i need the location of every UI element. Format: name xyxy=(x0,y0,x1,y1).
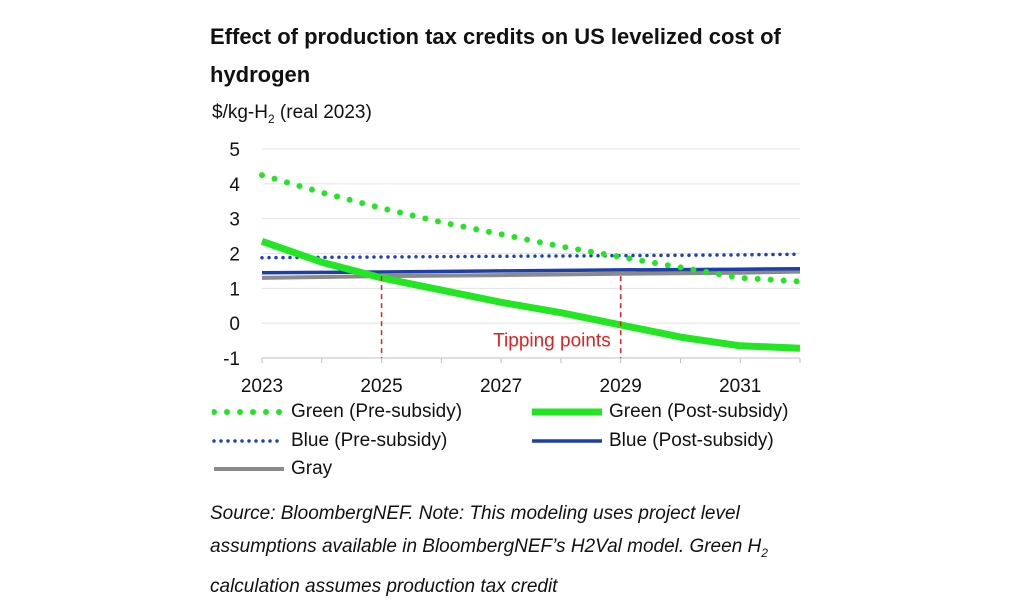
y-tick-label: 2 xyxy=(229,245,240,266)
legend-swatch-green-post xyxy=(532,408,602,416)
legend-swatch-blue-pre xyxy=(212,439,286,443)
legend-swatch-blue-post xyxy=(532,439,602,443)
source-text-end: calculation assumes production tax credi… xyxy=(210,575,558,597)
unit-suffix: (real 2023) xyxy=(274,102,372,123)
series-line-blue-pre-subsidy xyxy=(260,252,802,260)
legend-label: Gray xyxy=(291,458,333,479)
legend-label: Blue (Pre-subsidy) xyxy=(291,430,448,451)
y-tick-label: 0 xyxy=(229,314,240,335)
x-tick-label: 2025 xyxy=(360,376,402,397)
x-tick-label: 2031 xyxy=(719,376,761,397)
source-note: Source: BloombergNEF. Note: This modelin… xyxy=(210,497,850,603)
legend-label: Green (Post-subsidy) xyxy=(609,401,789,422)
legend-item-gray: Gray xyxy=(212,455,332,483)
series-line-green-pre-subsidy xyxy=(259,172,803,285)
y-tick-label: 4 xyxy=(229,175,240,196)
y-axis-unit-label: $/kg-H2 (real 2023) xyxy=(212,102,372,126)
source-subscript: 2 xyxy=(761,545,768,560)
legend-label: Blue (Post-subsidy) xyxy=(609,430,774,451)
x-tick-label: 2023 xyxy=(241,376,283,397)
y-tick-label: 1 xyxy=(229,279,240,300)
series-line-green-post-subsidy xyxy=(260,237,801,352)
legend-item-blue-pre: Blue (Pre-subsidy) xyxy=(212,427,447,455)
series-line-gray xyxy=(261,269,801,280)
legend-label: Green (Pre-subsidy) xyxy=(291,401,463,422)
y-tick-label: 3 xyxy=(229,210,240,231)
legend-item-blue-post: Blue (Post-subsidy) xyxy=(530,427,774,455)
x-tick-label: 2029 xyxy=(600,376,642,397)
source-text: Source: BloombergNEF. Note: This modelin… xyxy=(210,503,762,557)
unit-prefix: $/kg-H xyxy=(212,102,268,123)
x-tick-label: 2027 xyxy=(480,376,522,397)
unit-subscript: 2 xyxy=(267,111,275,126)
legend-item-green-post: Green (Post-subsidy) xyxy=(530,398,789,426)
y-tick-label: -1 xyxy=(223,349,240,370)
y-tick-label: 5 xyxy=(229,140,240,161)
annotation-tipping-points: Tipping points xyxy=(493,331,611,352)
chart-title: Effect of production tax credits on US l… xyxy=(210,24,781,87)
legend-item-green-pre: Green (Pre-subsidy) xyxy=(212,398,462,426)
legend-swatch-green-pre xyxy=(212,409,287,415)
legend-swatch-gray xyxy=(214,467,284,471)
